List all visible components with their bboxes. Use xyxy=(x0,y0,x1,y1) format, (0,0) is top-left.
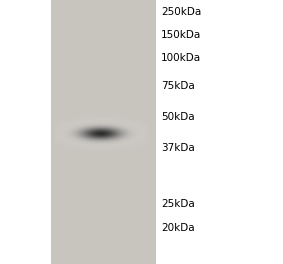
Text: 100kDa: 100kDa xyxy=(161,53,201,63)
Text: 50kDa: 50kDa xyxy=(161,112,195,122)
Text: 20kDa: 20kDa xyxy=(161,223,195,233)
Text: 25kDa: 25kDa xyxy=(161,199,195,209)
Text: 75kDa: 75kDa xyxy=(161,81,195,91)
Text: 150kDa: 150kDa xyxy=(161,30,201,40)
Bar xyxy=(51,0,156,264)
Text: 37kDa: 37kDa xyxy=(161,143,195,153)
Text: 250kDa: 250kDa xyxy=(161,7,201,17)
